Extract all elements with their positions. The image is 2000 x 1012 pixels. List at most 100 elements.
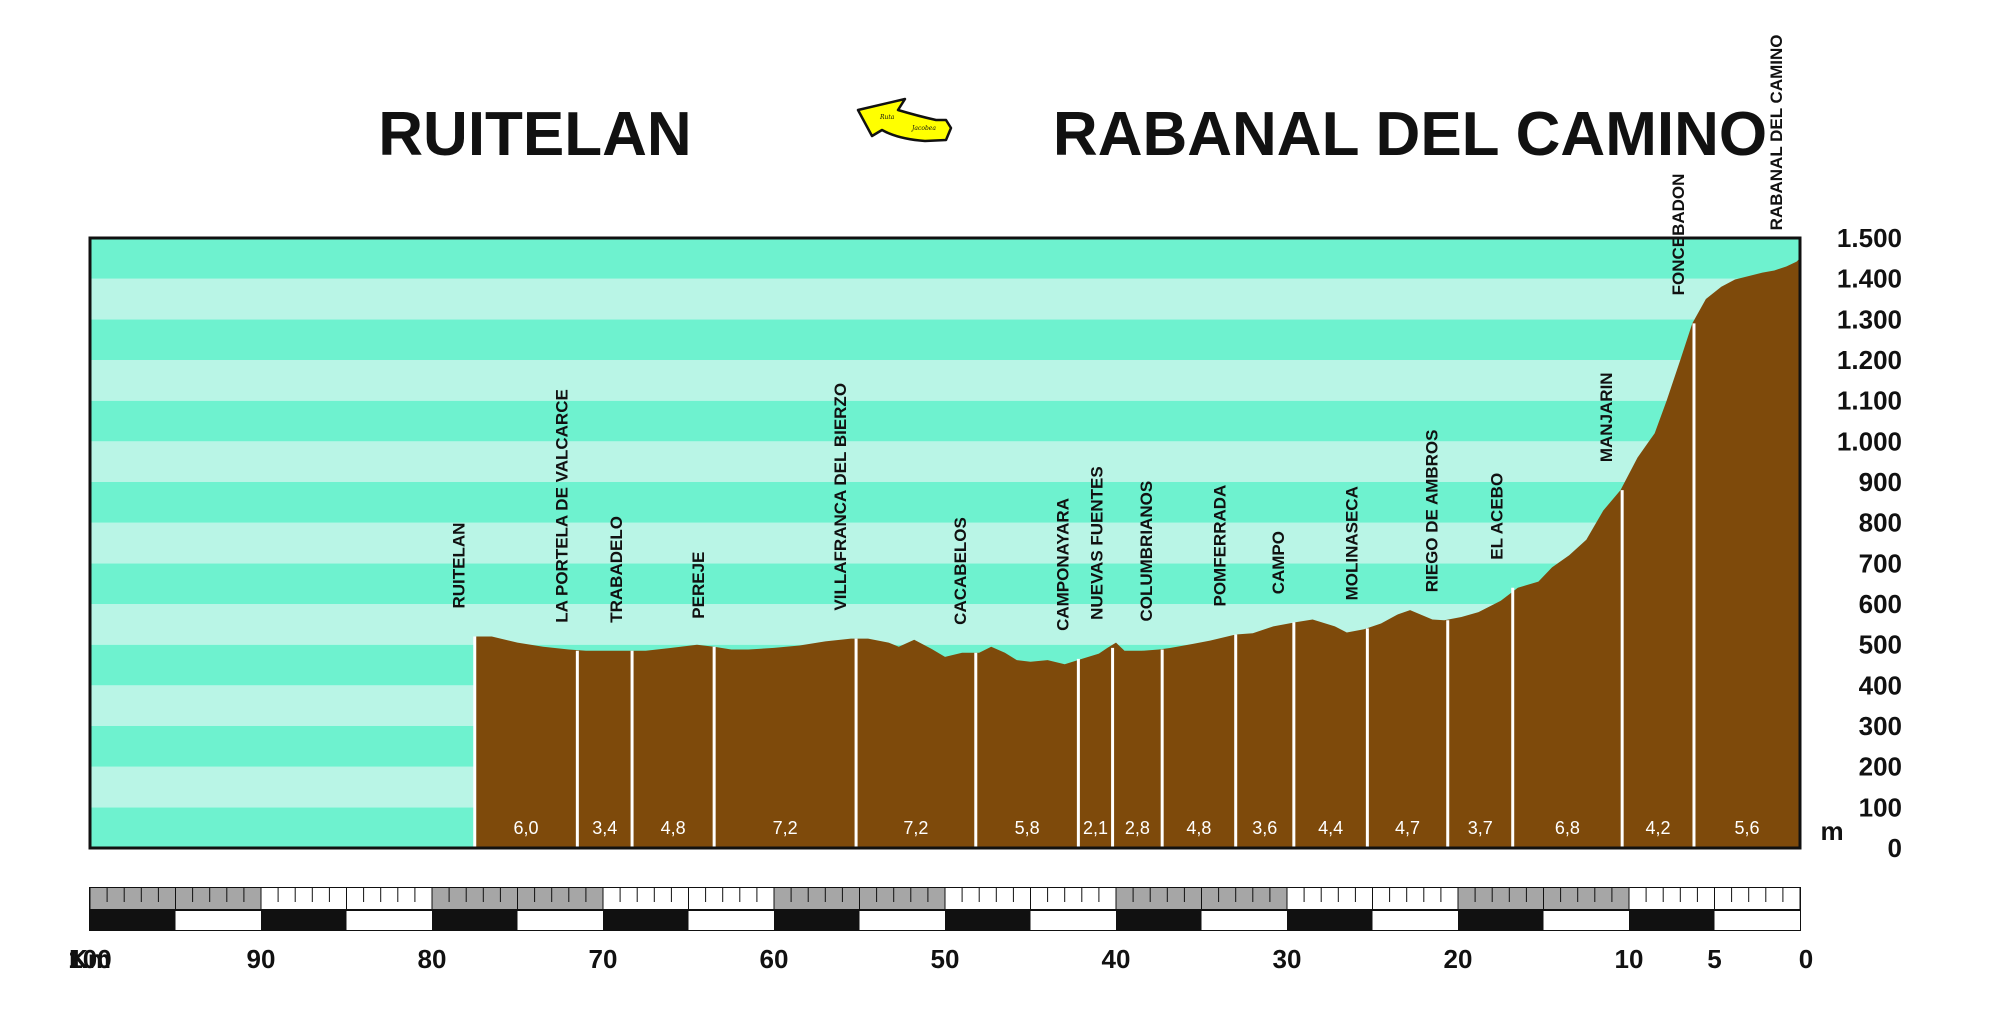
scale-top-4	[432, 888, 518, 910]
y-tick-label-10: 1.000	[1837, 426, 1902, 456]
segment-distance-7: 2,8	[1125, 818, 1150, 838]
y-axis: 0 100 200 300 400 500 600 700 800 900 1.000 1.100 1.…	[1837, 223, 1902, 863]
scale-bottom-1	[175, 910, 261, 930]
y-tick-label-12: 1.200	[1837, 345, 1902, 375]
scale-top-18	[1629, 888, 1715, 910]
town-label-11: MOLINASECA	[1342, 486, 1361, 600]
segment-distance-8: 4,8	[1186, 818, 1211, 838]
scale-bottom-17	[1543, 910, 1629, 930]
town-label-7: NUEVAS FUENTES	[1088, 466, 1107, 620]
x-tick-label-8: 20	[1444, 944, 1473, 974]
x-tick-label-0: 100	[68, 944, 111, 974]
scale-bottom-13	[1201, 910, 1287, 930]
town-label-0: RUITELAN	[450, 523, 469, 609]
x-tick-label-4: 60	[760, 944, 789, 974]
y-tick-label-14: 1.400	[1837, 264, 1902, 294]
scale-bottom-2	[261, 910, 347, 930]
scale-bottom-7	[688, 910, 774, 930]
arrow-text-1: Ruta	[879, 114, 895, 121]
town-label-6: CAMPONAYARA	[1053, 498, 1072, 631]
scale-bottom-14	[1287, 910, 1373, 930]
x-tick-label-11: 0	[1799, 944, 1813, 974]
band-9	[90, 441, 1800, 482]
x-tick-label-1: 90	[247, 944, 276, 974]
segment-distance-15: 5,6	[1734, 818, 1759, 838]
band-13	[90, 278, 1800, 320]
scale-bottom-10	[945, 910, 1031, 930]
scale-bottom-16	[1458, 910, 1544, 930]
scale-top-15	[1372, 888, 1458, 910]
band-7	[90, 522, 1800, 564]
segment-distance-2: 4,8	[661, 818, 686, 838]
scale-top-6	[603, 888, 689, 910]
start-town-title: RUITELAN	[378, 100, 691, 169]
y-tick-label-4: 400	[1859, 670, 1902, 700]
segment-distance-4: 7,2	[903, 818, 928, 838]
segment-distance-14: 4,2	[1646, 818, 1671, 838]
y-tick-label-2: 200	[1859, 752, 1902, 782]
segment-distance-12: 3,7	[1468, 818, 1493, 838]
km-scale-bar	[89, 887, 1801, 931]
y-tick-label-7: 700	[1859, 548, 1902, 578]
arrow-text-2: Jacobea	[910, 125, 936, 132]
scale-bottom-5	[517, 910, 603, 930]
band-8	[90, 482, 1800, 523]
scale-top-2	[261, 888, 347, 910]
segment-distance-1: 3,4	[592, 818, 617, 838]
band-14	[90, 238, 1800, 279]
y-tick-label-9: 900	[1859, 467, 1902, 497]
segment-distance-6: 2,1	[1083, 818, 1108, 838]
town-label-14: MANJARIN	[1597, 372, 1616, 462]
scale-top-7	[688, 888, 774, 910]
scale-top-1	[175, 888, 261, 910]
scale-top-5	[517, 888, 603, 910]
scale-top-14	[1287, 888, 1373, 910]
y-unit-label: m	[1820, 816, 1843, 846]
terrain-profile	[474, 258, 1800, 848]
y-tick-label-5: 500	[1859, 630, 1902, 660]
town-label-16: RABANAL DEL CAMINO	[1767, 35, 1786, 231]
terrain-area	[474, 258, 1800, 848]
scale-bottom-6	[603, 910, 689, 930]
band-10	[90, 400, 1800, 442]
x-axis: 100 90 80 70 60 50 40 30 20 10 5 0	[68, 944, 1813, 974]
scale-bottom-15	[1372, 910, 1458, 930]
scale-top-13	[1201, 888, 1287, 910]
x-tick-label-10: 5	[1707, 944, 1721, 974]
y-tick-label-6: 600	[1859, 589, 1902, 619]
scale-bottom-11	[1030, 910, 1116, 930]
x-tick-label-7: 30	[1273, 944, 1302, 974]
y-tick-label-0: 0	[1888, 833, 1902, 863]
scale-top-12	[1116, 888, 1202, 910]
segment-distance-13: 6,8	[1555, 818, 1580, 838]
scale-top-8	[774, 888, 860, 910]
town-label-8: COLUMBRIANOS	[1137, 481, 1156, 622]
segment-distance-9: 3,6	[1252, 818, 1277, 838]
town-label-15: FONCEBADON	[1669, 174, 1688, 296]
town-label-4: VILLAFRANCA DEL BIERZO	[831, 383, 850, 611]
scale-bottom-9	[859, 910, 945, 930]
segment-distance-3: 7,2	[773, 818, 798, 838]
y-tick-label-11: 1.100	[1837, 386, 1902, 416]
town-label-10: CAMPO	[1269, 531, 1288, 594]
scale-bottom-8	[774, 910, 860, 930]
scale-top-16	[1458, 888, 1544, 910]
band-12	[90, 319, 1800, 360]
scale-top-0	[90, 888, 176, 910]
y-tick-label-8: 800	[1859, 508, 1902, 538]
x-tick-label-6: 40	[1102, 944, 1131, 974]
scale-top-9	[859, 888, 945, 910]
end-town-title: RABANAL DEL CAMINO	[1053, 100, 1767, 169]
scale-bottom-18	[1629, 910, 1715, 930]
x-tick-label-2: 80	[418, 944, 447, 974]
scale-bottom-4	[432, 910, 518, 930]
y-tick-label-15: 1.500	[1837, 223, 1902, 253]
town-labels: RUITELAN LA PORTELA DE VALCARCE TRABADELO P…	[450, 35, 1786, 631]
scale-top-3	[346, 888, 432, 910]
x-tick-label-9: 10	[1615, 944, 1644, 974]
x-unit-label: Km	[69, 944, 111, 974]
town-label-12: RIEGO DE AMBROS	[1423, 429, 1442, 592]
scale-top-17	[1543, 888, 1629, 910]
segment-distance-10: 4,4	[1318, 818, 1343, 838]
